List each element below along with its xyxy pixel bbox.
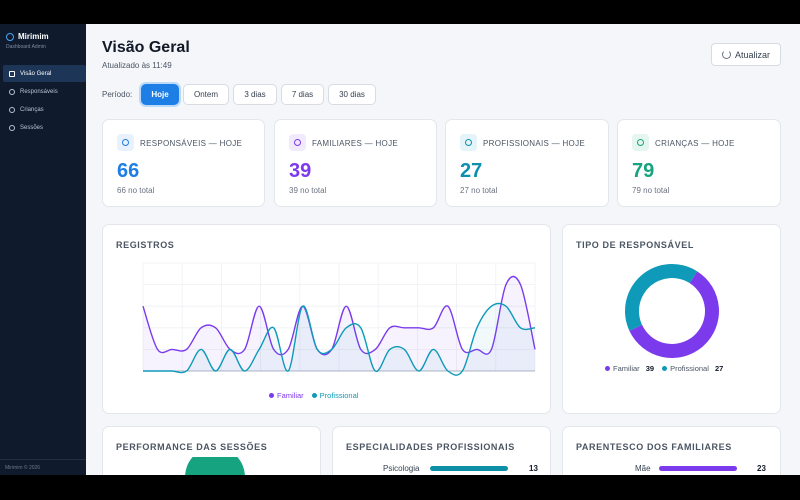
stat-total: 66 no total: [117, 186, 155, 195]
stat-total: 79 no total: [632, 186, 670, 195]
user-cog-icon: [460, 134, 477, 151]
stat-card-familiares: FAMILIARES — HOJE 39 39 no total: [274, 119, 437, 207]
legend-value: 39: [645, 364, 655, 373]
bar-value: 23: [757, 464, 766, 473]
sidebar-footer: Mirimim © 2026: [0, 459, 86, 475]
sidebar-item-visao-geral[interactable]: Visão Geral: [3, 65, 86, 82]
bar-psicologia: [430, 466, 508, 471]
users-icon: [117, 134, 134, 151]
especialidades-card: ESPECIALIDADES PROFISSIONAIS Psicologia …: [332, 426, 551, 475]
bar-mae: [659, 466, 737, 471]
legend-label: Familiar: [613, 364, 640, 373]
donut-slice-familiar[interactable]: [629, 271, 719, 359]
registros-card: REGISTROS Familiar Profissional: [102, 224, 551, 414]
user-heart-icon: [289, 134, 306, 151]
bar-label: Psicologia: [383, 464, 420, 473]
bar-value: 13: [529, 464, 538, 473]
series-area-familiar: [143, 276, 535, 371]
users-icon: [9, 88, 15, 95]
legend-item-profissional[interactable]: Profissional: [311, 391, 359, 400]
baby-icon: [9, 106, 15, 113]
brand-name: Mirimim: [18, 32, 49, 41]
brand-subtitle: Dashboard Admin: [6, 44, 46, 50]
stat-label: FAMILIARES — HOJE: [312, 139, 399, 148]
bar-label: Mãe: [635, 464, 651, 473]
gauge-arc: [185, 457, 245, 475]
stat-total: 39 no total: [289, 186, 327, 195]
main-content: Visão Geral Atualizado às 11:49 Atualiza…: [86, 24, 800, 475]
stat-total: 27 no total: [460, 186, 498, 195]
sidebar-item-label: Visão Geral: [20, 70, 52, 77]
legend-value: 27: [714, 364, 724, 373]
stat-value: 39: [289, 160, 312, 182]
chart-title: PERFORMANCE DAS SESSÕES: [116, 442, 268, 452]
period-3-dias[interactable]: 3 dias: [233, 84, 277, 105]
stat-value: 79: [632, 160, 655, 182]
sidebar-item-responsaveis[interactable]: Responsáveis: [3, 83, 86, 100]
logo-icon: [6, 32, 14, 41]
period-label: Período:: [102, 90, 133, 99]
sidebar: Mirimim Dashboard Admin Visão Geral Resp…: [0, 24, 86, 475]
series-line-profissional[interactable]: [143, 302, 536, 376]
chart-title: TIPO DE RESPONSÁVEL: [576, 240, 694, 250]
sidebar-item-criancas[interactable]: Crianças: [3, 101, 86, 118]
refresh-label: Atualizar: [734, 49, 770, 60]
sidebar-nav: Visão Geral Responsáveis Crianças Sessõe…: [3, 65, 86, 137]
donut-legend: Familiar 39 Profissional 27: [605, 364, 723, 373]
chart-title: ESPECIALIDADES PROFISSIONAIS: [346, 442, 515, 452]
tipo-responsavel-donut: [625, 264, 719, 359]
stat-card-responsaveis: RESPONSÁVEIS — HOJE 66 66 no total: [102, 119, 265, 207]
legend-label: Profissional: [670, 364, 709, 373]
last-updated: Atualizado às 11:49: [102, 61, 172, 70]
period-7-dias[interactable]: 7 dias: [281, 84, 324, 105]
stat-label: CRIANÇAS — HOJE: [655, 139, 735, 148]
sidebar-item-label: Crianças: [20, 106, 44, 113]
legend-item-familiar[interactable]: Familiar: [269, 391, 304, 400]
stat-card-profissionais: PROFISSIONAIS — HOJE 27 27 no total: [445, 119, 609, 207]
target-icon: [9, 124, 15, 131]
series-line-familiar[interactable]: [142, 275, 536, 356]
refresh-button[interactable]: Atualizar: [711, 43, 781, 66]
page-title: Visão Geral: [102, 39, 190, 56]
tipo-responsavel-card: TIPO DE RESPONSÁVEL Familiar 39 Profissi…: [562, 224, 781, 414]
sidebar-item-sessoes[interactable]: Sessões: [3, 119, 86, 136]
donut-slice-profissional[interactable]: [625, 264, 698, 331]
chart-title: REGISTROS: [116, 240, 175, 250]
sidebar-item-label: Sessões: [20, 124, 44, 131]
stat-label: RESPONSÁVEIS — HOJE: [140, 139, 243, 148]
parentesco-card: PARENTESCO DOS FAMILIARES Mãe 23: [562, 426, 781, 475]
stat-label: PROFISSIONAIS — HOJE: [483, 139, 586, 148]
legend-item-familiar[interactable]: Familiar 39: [605, 364, 654, 373]
baby-icon: [632, 134, 649, 151]
refresh-icon: [721, 50, 731, 59]
brand[interactable]: Mirimim: [6, 32, 49, 41]
sidebar-item-label: Responsáveis: [20, 88, 58, 95]
legend-label: Familiar: [277, 391, 304, 400]
performance-card: PERFORMANCE DAS SESSÕES: [102, 426, 321, 475]
legend-item-profissional[interactable]: Profissional 27: [662, 364, 723, 373]
performance-gauge: [185, 457, 245, 475]
registros-line-chart: [142, 262, 536, 376]
chart-title: PARENTESCO DOS FAMILIARES: [576, 442, 732, 452]
legend-label: Profissional: [319, 391, 359, 400]
chart-legend: Familiar Profissional: [269, 391, 358, 400]
app-window: Mirimim Dashboard Admin Visão Geral Resp…: [0, 24, 800, 475]
period-hoje[interactable]: Hoje: [141, 84, 179, 105]
stat-value: 66: [117, 160, 140, 182]
stat-value: 27: [460, 160, 483, 182]
period-ontem[interactable]: Ontem: [183, 84, 229, 105]
period-30-dias[interactable]: 30 dias: [328, 84, 376, 105]
grid-icon: [9, 70, 15, 77]
stat-card-criancas: CRIANÇAS — HOJE 79 79 no total: [617, 119, 781, 207]
